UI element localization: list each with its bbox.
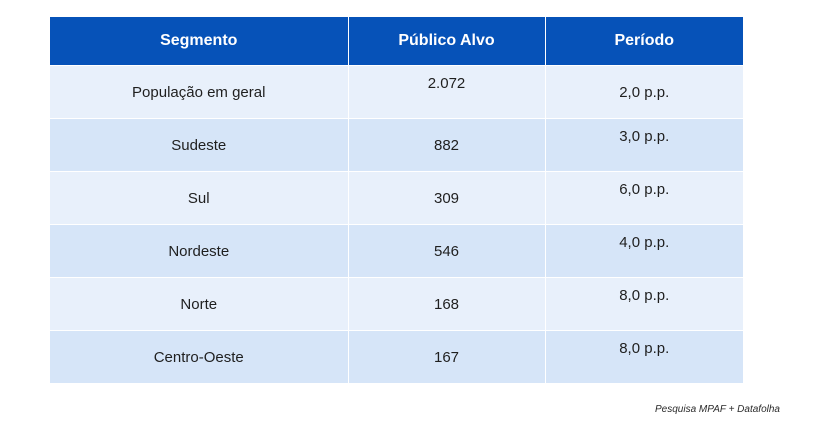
- cell-publico-alvo: 168: [348, 277, 546, 331]
- cell-periodo: 8,0 p.p.: [545, 330, 743, 383]
- cell-publico-alvo-value: 2.072: [427, 74, 466, 92]
- cell-periodo-value: 8,0 p.p.: [619, 286, 670, 304]
- cell-publico-alvo: 2.072: [348, 65, 546, 119]
- table-row: Centro-Oeste 167 8,0 p.p.: [50, 330, 743, 383]
- cell-periodo: 8,0 p.p.: [545, 277, 743, 331]
- cell-segmento: Norte: [50, 277, 349, 331]
- cell-periodo: 2,0 p.p.: [545, 65, 743, 119]
- cell-periodo: 6,0 p.p.: [545, 171, 743, 225]
- table-row: Norte 168 8,0 p.p.: [50, 277, 743, 331]
- column-header-periodo: Período: [545, 17, 743, 66]
- table-row: Sudeste 882 3,0 p.p.: [50, 118, 743, 172]
- data-table: Segmento Público Alvo Período População …: [50, 17, 743, 383]
- table-header-row: Segmento Público Alvo Período: [50, 17, 743, 66]
- cell-publico-alvo: 309: [348, 171, 546, 225]
- cell-segmento: Sul: [50, 171, 349, 225]
- column-header-segmento: Segmento: [50, 17, 349, 66]
- cell-publico-alvo: 882: [348, 118, 546, 172]
- cell-publico-alvo: 546: [348, 224, 546, 278]
- cell-periodo-value: 4,0 p.p.: [619, 233, 670, 251]
- cell-segmento: População em geral: [50, 65, 349, 119]
- cell-periodo-value: 8,0 p.p.: [619, 339, 670, 357]
- column-header-publico-alvo: Público Alvo: [348, 17, 546, 66]
- cell-publico-alvo: 167: [348, 330, 546, 383]
- table-row: Nordeste 546 4,0 p.p.: [50, 224, 743, 278]
- cell-periodo-value: 3,0 p.p.: [619, 127, 670, 145]
- cell-segmento: Sudeste: [50, 118, 349, 172]
- cell-periodo: 4,0 p.p.: [545, 224, 743, 278]
- cell-periodo: 3,0 p.p.: [545, 118, 743, 172]
- cell-segmento: Centro-Oeste: [50, 330, 349, 383]
- cell-periodo-value: 6,0 p.p.: [619, 180, 670, 198]
- table-row: Sul 309 6,0 p.p.: [50, 171, 743, 225]
- source-note: Pesquisa MPAF + Datafolha: [655, 404, 780, 415]
- table-row: População em geral 2.072 2,0 p.p.: [50, 65, 743, 119]
- cell-segmento: Nordeste: [50, 224, 349, 278]
